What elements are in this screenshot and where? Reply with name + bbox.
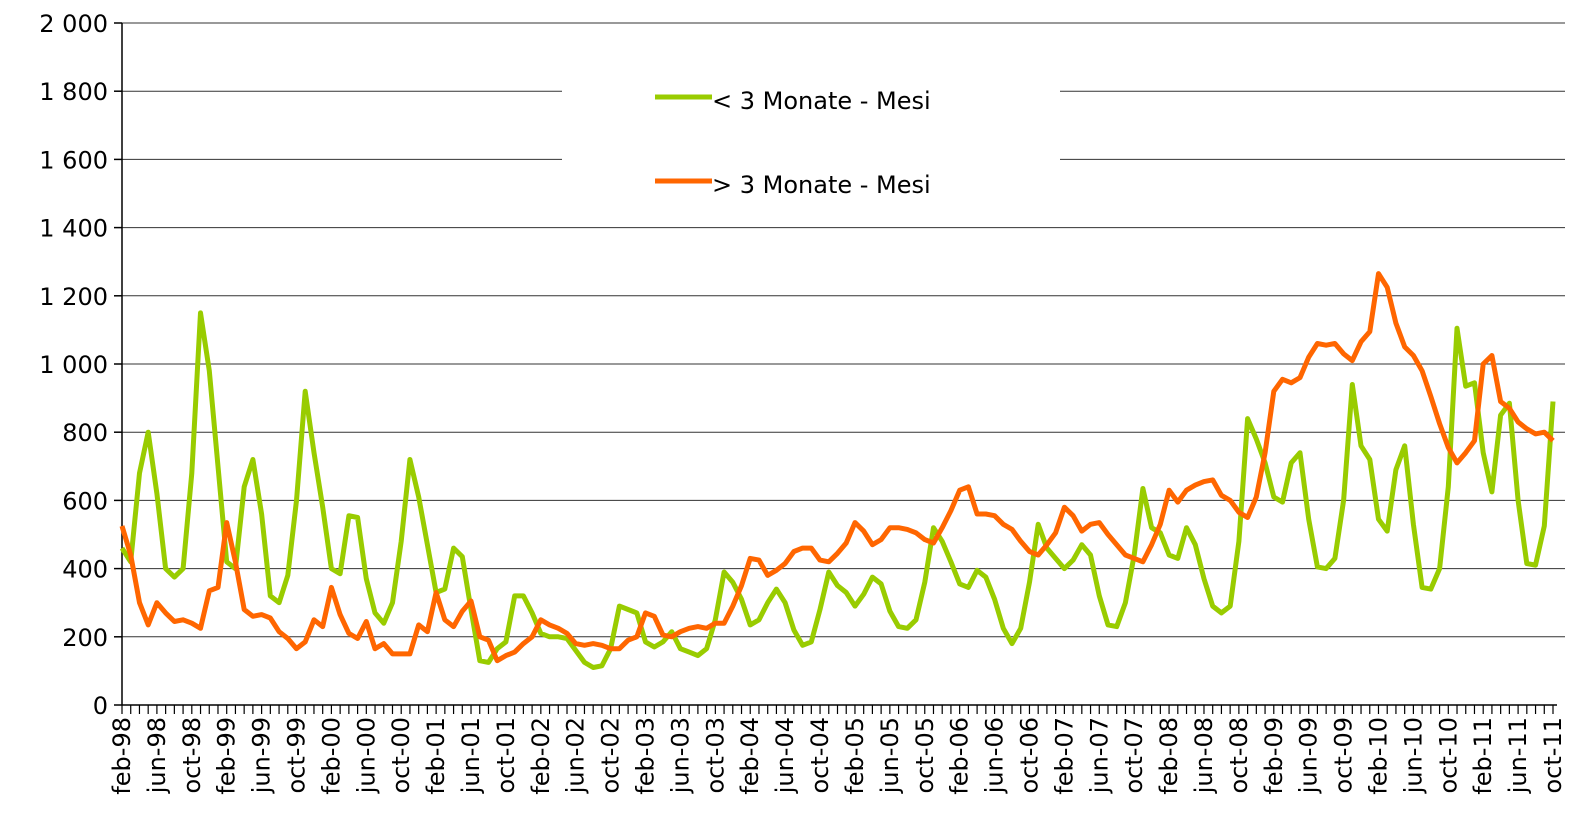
x-tick-label: jun-00	[352, 717, 380, 794]
y-tick-label: 0	[93, 692, 108, 720]
legend: < 3 Monate - Mesi > 3 Monate - Mesi	[562, 68, 1060, 218]
x-tick-label: feb-07	[1050, 717, 1078, 795]
x-tick-label: feb-08	[1155, 717, 1183, 795]
y-tick-label: 800	[62, 419, 108, 447]
series-line	[119, 271, 1555, 664]
y-tick-label: 1 600	[39, 146, 108, 174]
x-tick-label: jun-06	[981, 717, 1009, 794]
x-tick-label: feb-10	[1364, 717, 1392, 795]
x-tick-label: jun-07	[1085, 717, 1113, 794]
y-tick-label: 400	[62, 556, 108, 584]
x-tick-label: jun-11	[1504, 717, 1532, 794]
y-tick-label: 200	[62, 624, 108, 652]
x-tick-label: feb-04	[736, 717, 764, 795]
x-tick-label: feb-05	[841, 717, 869, 795]
x-tick-label: jun-05	[876, 717, 904, 794]
x-tick-label: jun-04	[771, 717, 799, 794]
x-tick-label: jun-99	[248, 717, 276, 794]
legend-box	[562, 68, 1060, 218]
x-tick-label: feb-11	[1469, 717, 1497, 795]
y-tick-label: 1 800	[39, 78, 108, 106]
x-tick-label: oct-02	[597, 717, 625, 794]
x-tick-label: jun-01	[457, 717, 485, 794]
x-tick-label: jun-98	[143, 717, 171, 794]
y-tick-label: 1 000	[39, 351, 108, 379]
legend-label: < 3 Monate - Mesi	[712, 87, 931, 115]
x-tick-label: oct-99	[283, 717, 311, 794]
x-tick-label: oct-98	[178, 717, 206, 794]
x-tick-label: feb-02	[527, 717, 555, 795]
x-tick-label: feb-09	[1260, 717, 1288, 795]
x-tick-label: feb-06	[946, 717, 974, 795]
x-tick-label: feb-99	[213, 717, 241, 795]
x-tick-label: jun-02	[562, 717, 590, 794]
x-tick-label: oct-09	[1330, 717, 1358, 794]
x-tick-label: oct-08	[1225, 717, 1253, 794]
series-line	[119, 310, 1556, 670]
x-tick-label: jun-10	[1399, 717, 1427, 794]
x-tick-label: oct-00	[387, 717, 415, 794]
x-tick-label: oct-05	[911, 717, 939, 794]
x-tick-label: feb-01	[422, 717, 450, 795]
x-tick-label: oct-06	[1015, 717, 1043, 794]
x-tick-label: oct-03	[701, 717, 729, 794]
y-tick-label: 600	[62, 487, 108, 515]
x-tick-label: oct-07	[1120, 717, 1148, 794]
y-tick-label: 2 000	[39, 10, 108, 38]
x-tick-label: oct-01	[492, 717, 520, 794]
x-tick-label: oct-11	[1539, 717, 1567, 794]
x-tick-label: feb-98	[108, 717, 136, 795]
x-tick-label: feb-00	[317, 717, 345, 795]
y-tick-label: 1 400	[39, 215, 108, 243]
legend-label: > 3 Monate - Mesi	[712, 171, 931, 199]
x-tick-label: jun-09	[1295, 717, 1323, 794]
x-tick-label: feb-03	[632, 717, 660, 795]
y-tick-label: 1 200	[39, 283, 108, 311]
x-tick-label: jun-03	[666, 717, 694, 794]
x-tick-label: jun-08	[1190, 717, 1218, 794]
x-tick-label: oct-10	[1434, 717, 1462, 794]
x-tick-label: oct-04	[806, 717, 834, 794]
